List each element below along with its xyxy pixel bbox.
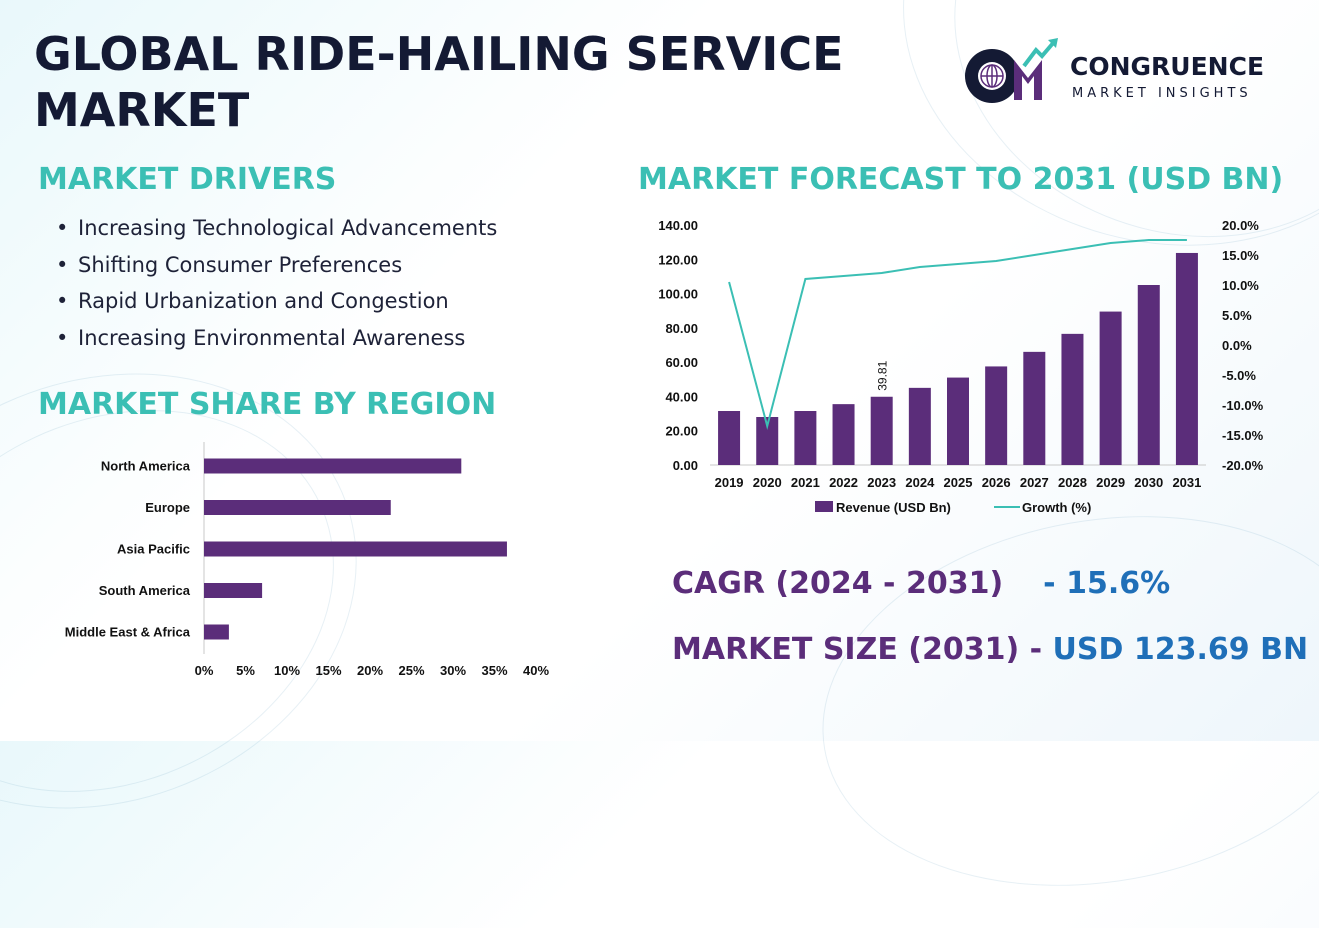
title-line-2: MARKET [34, 83, 250, 137]
forecast-left-tick: 100.00 [658, 287, 698, 302]
forecast-year-label: 2031 [1172, 475, 1201, 490]
forecast-right-tick: 15.0% [1222, 248, 1259, 263]
forecast-right-tick: 0.0% [1222, 338, 1252, 353]
bullet-icon: • [56, 325, 69, 350]
market-size-stat: MARKET SIZE (2031) - USD 123.69 BN [672, 632, 1308, 667]
congruence-logo [965, 38, 1058, 103]
revenue-bar [870, 396, 893, 465]
growth-line [728, 239, 1187, 430]
driver-text: Rapid Urbanization and Congestion [78, 289, 449, 313]
bullet-icon: • [56, 216, 69, 240]
bullet-icon: • [56, 252, 69, 277]
cagr-value: - 15.6% [1043, 566, 1171, 601]
driver-item: • Rapid Urbanization and Congestion [56, 283, 497, 320]
forecast-year-label: 2024 [905, 475, 935, 490]
driver-item: • Shifting Consumer Preferences [56, 247, 497, 284]
forecast-year-label: 2022 [829, 475, 858, 490]
forecast-left-tick: 60.00 [665, 355, 698, 370]
revenue-bar [1023, 351, 1046, 465]
forecast-year-label: 2029 [1096, 475, 1125, 490]
revenue-bar [718, 411, 741, 465]
revenue-bar [1099, 311, 1122, 465]
revenue-bar [756, 417, 779, 465]
market-size-value: USD 123.69 BN [1052, 632, 1309, 667]
forecast-year-label: 2020 [753, 475, 782, 490]
forecast-left-tick: 40.00 [665, 389, 698, 404]
logo-m-shape [1014, 60, 1042, 100]
region-x-tick: 25% [398, 663, 424, 678]
forecast-left-tick: 20.00 [665, 424, 698, 439]
revenue-bar [1175, 252, 1198, 465]
forecast-year-label: 2025 [944, 475, 973, 490]
forecast-left-tick: 80.00 [665, 321, 698, 336]
forecast-left-tick: 140.00 [658, 218, 698, 233]
logo-arrow-icon [1022, 40, 1056, 68]
forecast-right-tick: -20.0% [1222, 458, 1264, 473]
forecast-year-label: 2026 [982, 475, 1011, 490]
revenue-bar [1061, 333, 1084, 465]
region-heading: MARKET SHARE BY REGION [38, 387, 497, 422]
legend-growth-label: Growth (%) [1022, 500, 1091, 515]
region-x-tick: 40% [523, 663, 549, 678]
driver-text: Increasing Environmental Awareness [78, 325, 466, 350]
revenue-bar [947, 377, 969, 465]
background-wave [792, 473, 1319, 928]
forecast-left-tick: 120.00 [658, 252, 698, 267]
title-line-1: GLOBAL RIDE-HAILING SERVICE [34, 27, 844, 81]
revenue-bar [908, 387, 931, 465]
revenue-bar [794, 411, 817, 465]
forecast-right-tick: -5.0% [1222, 368, 1256, 383]
region-x-tick: 20% [357, 663, 383, 678]
drivers-heading: MARKET DRIVERS [38, 162, 337, 197]
forecast-left-tick: 0.00 [673, 458, 698, 473]
forecast-right-tick: 10.0% [1222, 278, 1259, 293]
logo-name: CONGRUENCE [1070, 52, 1265, 81]
revenue-bar [1137, 285, 1160, 465]
region-x-tick: 30% [440, 663, 466, 678]
forecast-year-label: 2027 [1020, 475, 1049, 490]
revenue-data-label: 39.81 [876, 360, 890, 390]
forecast-year-label: 2023 [867, 475, 896, 490]
market-size-label: MARKET SIZE (2031) - [672, 632, 1043, 667]
driver-text: Increasing Technological Advancements [78, 216, 498, 240]
revenue-bar [832, 404, 855, 465]
forecast-right-tick: 5.0% [1222, 308, 1252, 323]
cagr-stat: CAGR (2024 - 2031) - 15.6% [672, 566, 1170, 601]
forecast-year-label: 2019 [715, 475, 744, 490]
bullet-icon: • [56, 289, 69, 313]
cagr-label: CAGR (2024 - 2031) [672, 566, 1004, 601]
forecast-right-tick: -15.0% [1222, 428, 1264, 443]
driver-text: Shifting Consumer Preferences [78, 252, 403, 277]
forecast-year-label: 2028 [1058, 475, 1087, 490]
region-x-tick: 35% [481, 663, 507, 678]
drivers-list: • Increasing Technological Advancements •… [56, 210, 497, 356]
legend-revenue-label: Revenue (USD Bn) [836, 500, 951, 515]
forecast-year-label: 2021 [791, 475, 820, 490]
forecast-year-label: 2030 [1134, 475, 1163, 490]
logo-tagline: MARKET INSIGHTS [1072, 86, 1252, 101]
forecast-right-tick: -10.0% [1222, 398, 1264, 413]
driver-item: • Increasing Technological Advancements [56, 210, 497, 247]
forecast-heading: MARKET FORECAST TO 2031 (USD BN) [638, 162, 1284, 197]
driver-item: • Increasing Environmental Awareness [56, 320, 497, 357]
revenue-bar [985, 366, 1008, 465]
legend-revenue-swatch [815, 501, 833, 512]
page-title: GLOBAL RIDE-HAILING SERVICE MARKET [34, 26, 844, 138]
